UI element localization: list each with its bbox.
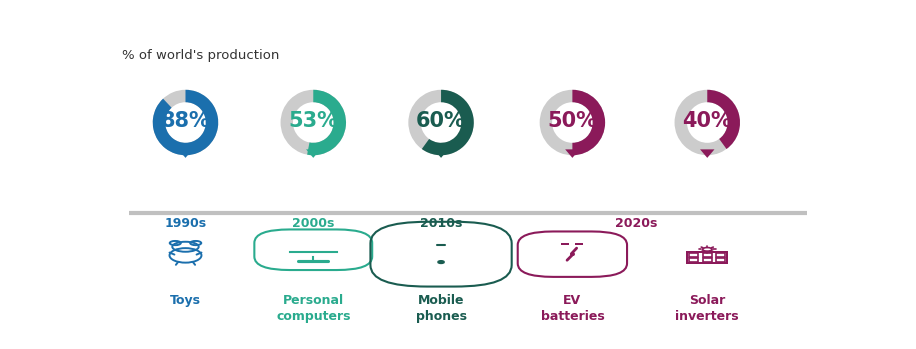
Bar (716, 258, 725, 262)
Text: 2000s: 2000s (292, 216, 334, 230)
FancyBboxPatch shape (575, 243, 583, 245)
Bar (703, 253, 712, 257)
Text: 2020s: 2020s (615, 216, 658, 230)
Text: 2010s: 2010s (420, 216, 463, 230)
Bar (687, 252, 727, 263)
Bar (689, 258, 698, 262)
Text: Personal
computers: Personal computers (276, 295, 351, 324)
Bar (689, 253, 698, 257)
Text: Toys: Toys (170, 295, 201, 307)
FancyBboxPatch shape (561, 243, 569, 245)
Text: Solar
inverters: Solar inverters (675, 295, 739, 324)
Text: EV
batteries: EV batteries (540, 295, 605, 324)
Bar (716, 253, 725, 257)
Text: 1990s: 1990s (165, 216, 206, 230)
Bar (703, 258, 712, 262)
Text: Mobile
phones: Mobile phones (416, 295, 466, 324)
Text: % of world's production: % of world's production (122, 49, 279, 61)
